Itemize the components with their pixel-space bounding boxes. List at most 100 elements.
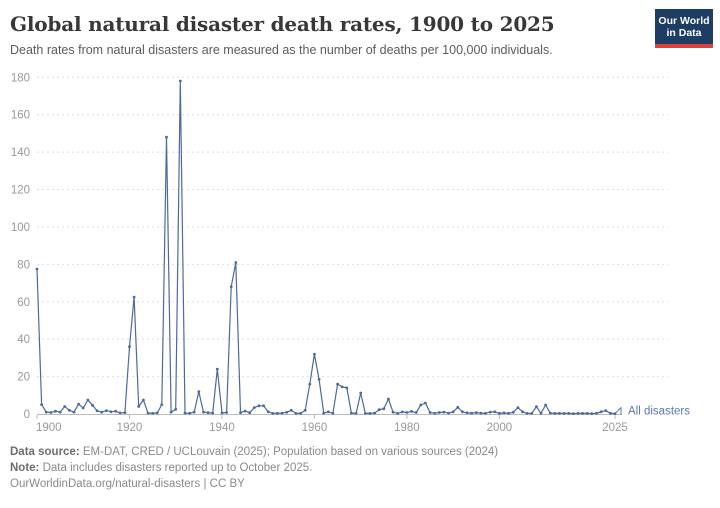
chart-area[interactable]: 0 20 40 60 80 100 120 140 160 180 1900 1920 1940 1960… <box>0 0 720 445</box>
data-point[interactable] <box>95 409 99 413</box>
data-point[interactable] <box>215 367 219 371</box>
data-point[interactable] <box>44 410 48 414</box>
series-line-all-disasters[interactable] <box>36 80 616 415</box>
data-point[interactable] <box>585 412 589 415</box>
data-point[interactable] <box>105 409 108 412</box>
data-point[interactable] <box>590 412 594 415</box>
owid-logo[interactable]: Our World in Data <box>655 9 713 48</box>
data-point[interactable] <box>373 411 376 415</box>
data-point[interactable] <box>331 411 335 415</box>
data-point[interactable] <box>151 411 155 415</box>
data-point[interactable] <box>414 411 418 414</box>
data-point[interactable] <box>525 412 529 415</box>
data-point[interactable] <box>54 409 57 413</box>
data-point[interactable] <box>313 352 316 356</box>
data-point[interactable] <box>252 406 256 409</box>
data-point[interactable] <box>502 411 506 415</box>
data-point[interactable] <box>35 267 39 271</box>
data-point[interactable] <box>484 411 487 415</box>
data-point[interactable] <box>567 412 571 415</box>
data-point[interactable] <box>128 345 131 349</box>
data-point[interactable] <box>419 403 423 407</box>
data-point[interactable] <box>206 411 210 415</box>
data-point[interactable] <box>558 411 561 415</box>
data-point[interactable] <box>609 411 612 415</box>
data-point[interactable] <box>442 410 446 414</box>
data-point[interactable] <box>345 386 349 390</box>
data-point[interactable] <box>317 378 321 381</box>
data-point[interactable] <box>49 411 53 414</box>
data-point[interactable] <box>326 410 330 414</box>
data-point[interactable] <box>572 412 575 415</box>
data-point[interactable] <box>363 412 367 415</box>
data-point[interactable] <box>604 409 608 412</box>
data-point[interactable] <box>516 406 520 409</box>
data-point[interactable] <box>285 410 289 414</box>
data-point[interactable] <box>350 411 353 415</box>
data-point[interactable] <box>137 405 141 408</box>
data-point[interactable] <box>544 403 547 407</box>
data-point[interactable] <box>100 410 104 414</box>
data-point[interactable] <box>248 411 252 415</box>
data-point[interactable] <box>396 412 400 415</box>
data-point[interactable] <box>114 409 117 413</box>
data-point[interactable] <box>142 398 145 402</box>
data-point[interactable] <box>576 412 580 415</box>
data-point[interactable] <box>377 408 381 412</box>
data-point[interactable] <box>581 412 584 415</box>
data-point[interactable] <box>40 403 43 406</box>
owid-link[interactable]: OurWorldinData.org/natural-disasters | C… <box>10 478 245 490</box>
data-point[interactable] <box>308 382 312 386</box>
data-point[interactable] <box>160 403 164 406</box>
data-point[interactable] <box>382 407 386 411</box>
data-point[interactable] <box>405 411 409 414</box>
data-point[interactable] <box>197 390 201 393</box>
data-point[interactable] <box>192 410 196 414</box>
data-point[interactable] <box>178 79 182 83</box>
data-point[interactable] <box>91 403 94 407</box>
data-point[interactable] <box>521 410 524 414</box>
data-point[interactable] <box>447 411 450 415</box>
data-point[interactable] <box>451 410 455 414</box>
data-point[interactable] <box>243 409 247 413</box>
data-point[interactable] <box>234 261 238 264</box>
data-point[interactable] <box>336 382 339 386</box>
data-point[interactable] <box>488 410 492 414</box>
data-point[interactable] <box>211 411 215 415</box>
series-label-all-disasters[interactable]: All disasters <box>628 406 690 418</box>
data-point[interactable] <box>63 405 67 408</box>
data-point[interactable] <box>202 410 205 414</box>
data-point[interactable] <box>183 411 187 415</box>
data-point[interactable] <box>410 410 413 413</box>
data-point[interactable] <box>165 135 168 139</box>
data-point[interactable] <box>562 412 566 415</box>
data-point[interactable] <box>229 285 233 289</box>
data-point[interactable] <box>294 412 298 415</box>
data-point[interactable] <box>539 411 543 415</box>
data-point[interactable] <box>280 411 284 415</box>
data-point[interactable] <box>470 411 474 415</box>
data-point[interactable] <box>553 412 557 415</box>
data-point[interactable] <box>400 410 404 414</box>
data-point[interactable] <box>262 404 265 408</box>
data-point[interactable] <box>155 411 159 415</box>
data-point[interactable] <box>276 411 279 415</box>
data-point[interactable] <box>391 410 395 414</box>
data-point[interactable] <box>118 411 122 415</box>
data-point[interactable] <box>424 401 427 405</box>
data-point[interactable] <box>474 411 478 415</box>
data-point[interactable] <box>58 410 62 414</box>
data-point[interactable] <box>271 412 275 415</box>
data-point[interactable] <box>511 410 515 414</box>
data-point[interactable] <box>548 411 552 415</box>
data-point[interactable] <box>498 412 501 415</box>
data-point[interactable] <box>340 385 344 389</box>
data-point[interactable] <box>456 405 460 409</box>
data-point[interactable] <box>507 411 510 415</box>
data-point[interactable] <box>225 411 229 414</box>
data-point[interactable] <box>239 411 242 415</box>
data-point[interactable] <box>303 408 307 412</box>
data-point[interactable] <box>220 411 224 415</box>
data-point[interactable] <box>322 411 326 415</box>
data-point[interactable] <box>387 397 390 401</box>
